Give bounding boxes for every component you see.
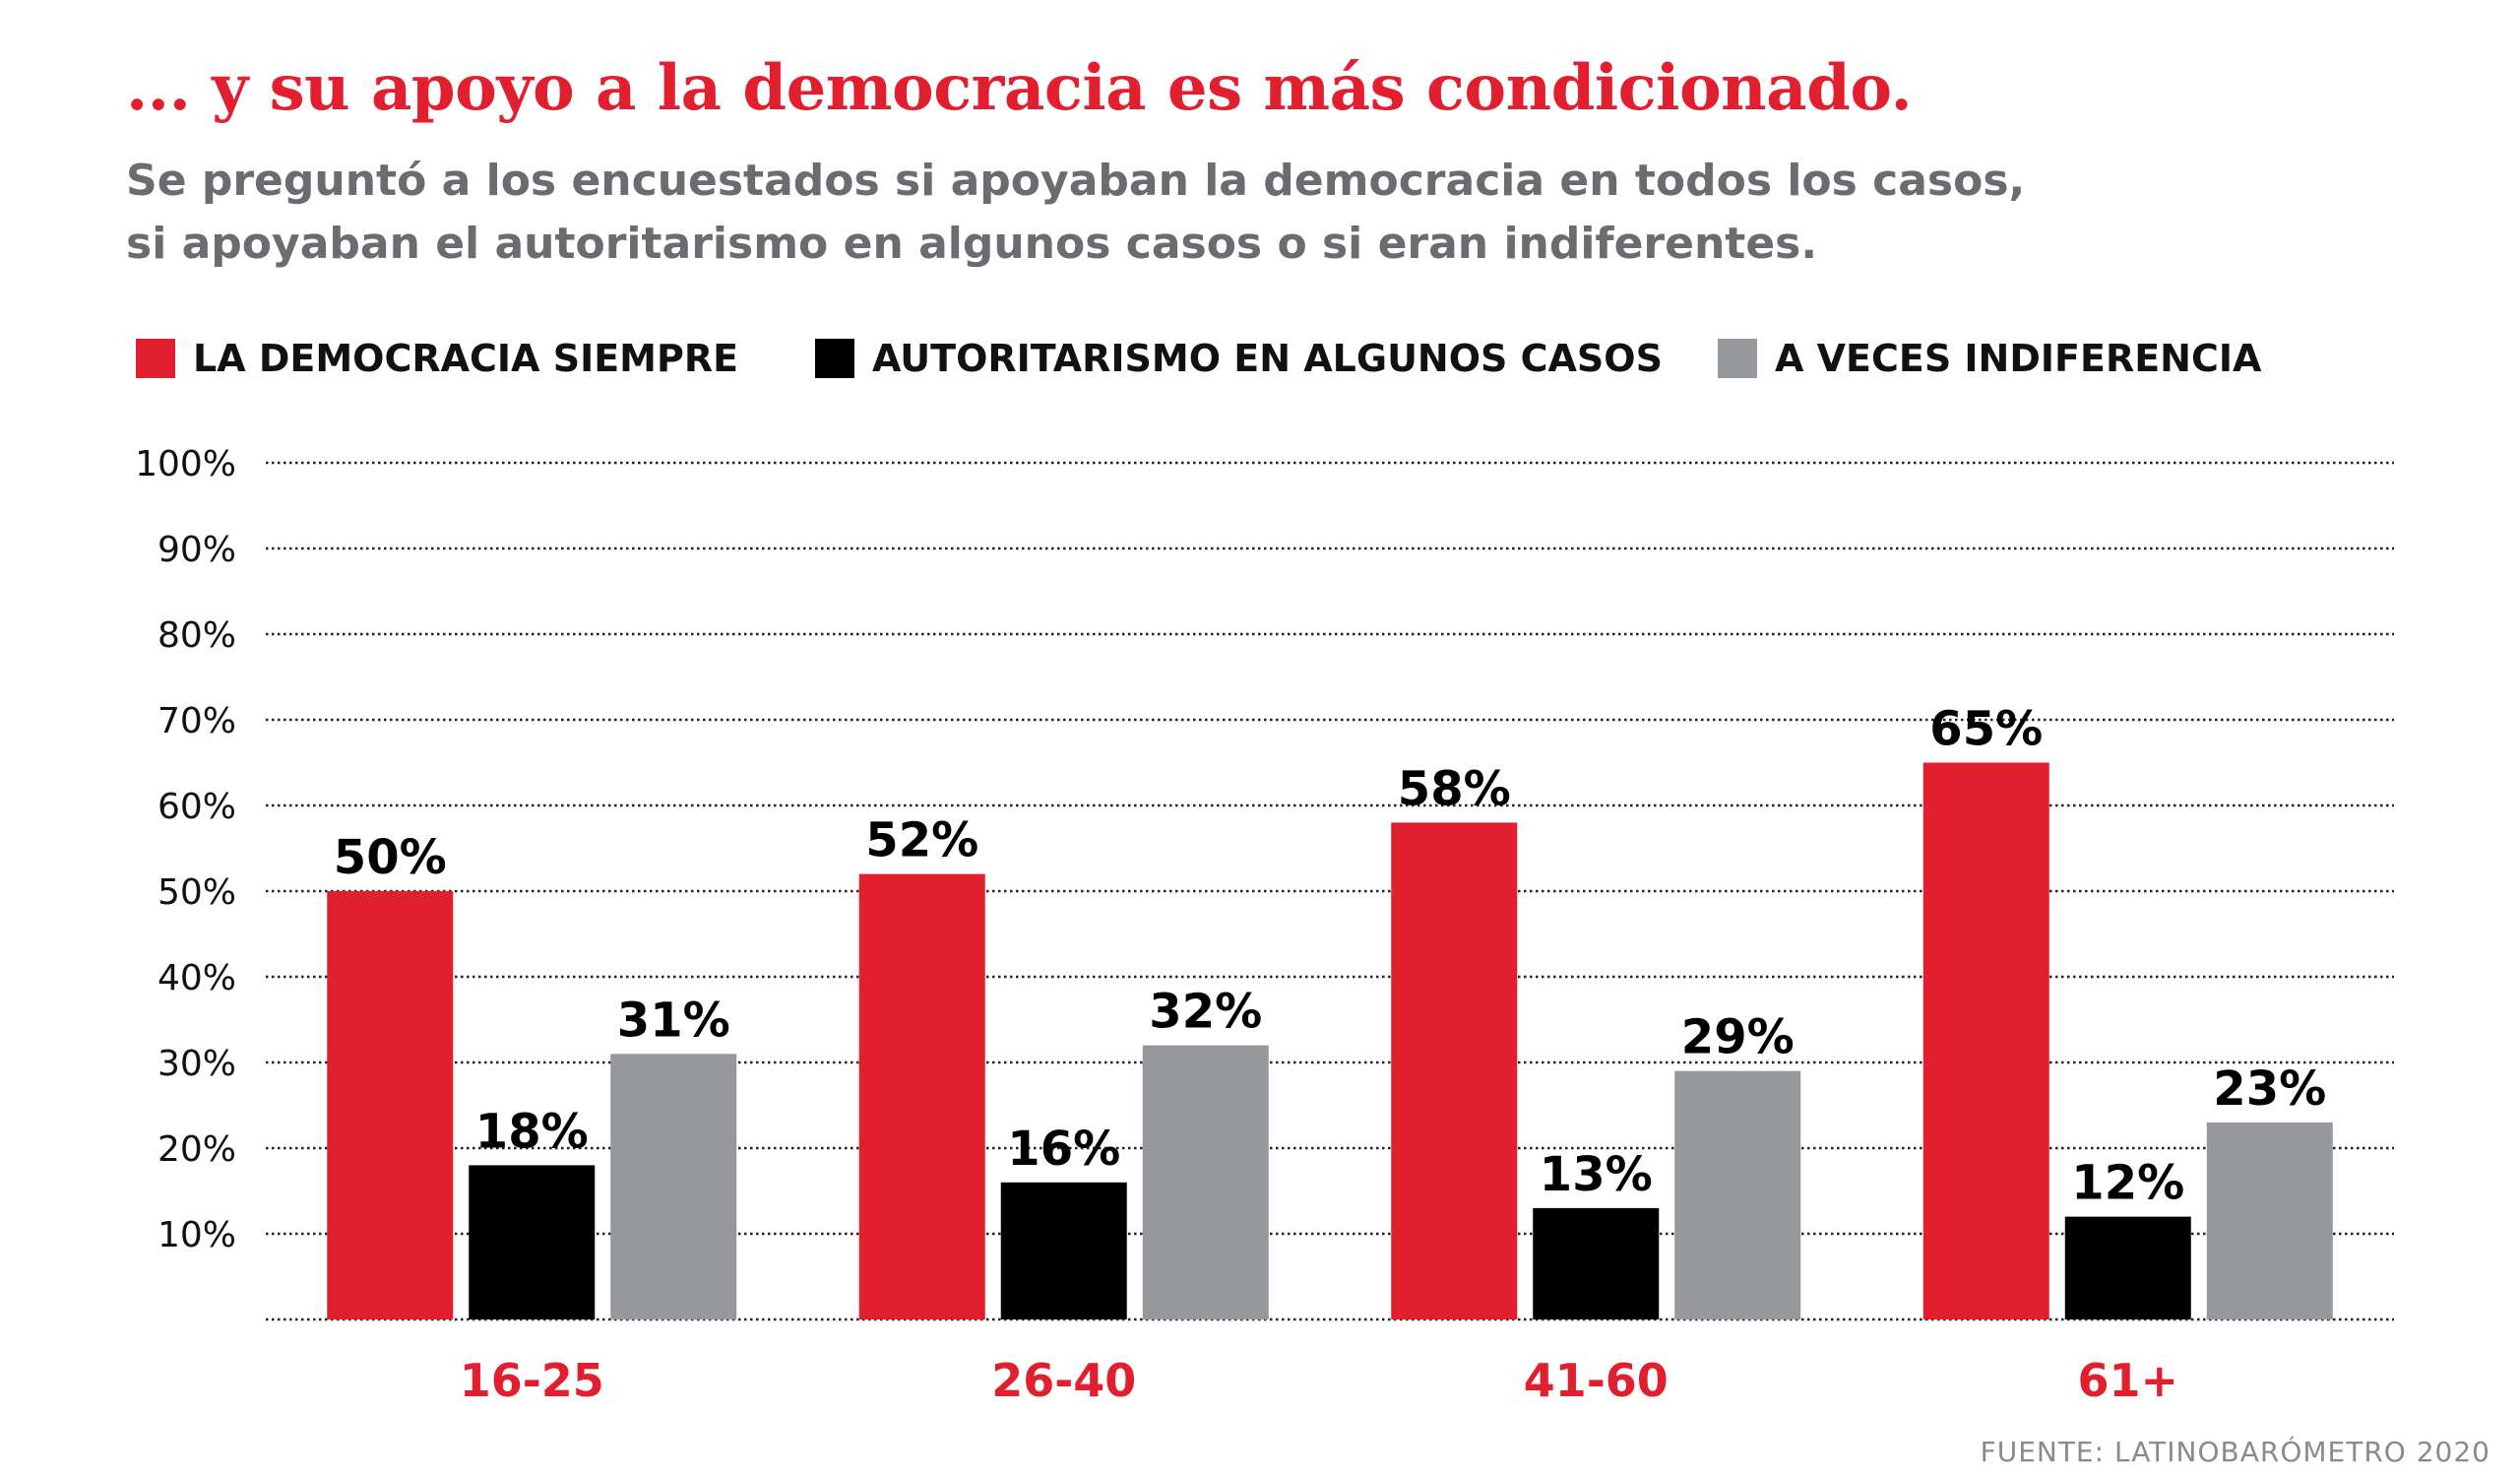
bar-26-40-series-0	[858, 873, 985, 1319]
chart-legend: LA DEMOCRACIA SIEMPRE AUTORITARISMO EN A…	[136, 333, 2261, 384]
bar-61+-series-2	[2206, 1122, 2333, 1319]
legend-label-autoritarismo: AUTORITARISMO EN ALGUNOS CASOS	[872, 337, 1663, 380]
value-label-41-60-series-1: 13%	[1540, 1147, 1653, 1202]
y-tick-label-40: 40%	[158, 958, 236, 998]
bar-41-60-series-2	[1674, 1070, 1801, 1319]
legend-item-indiferencia: A VECES INDIFERENCIA	[1717, 337, 2262, 380]
bar-61+-series-0	[1922, 762, 2049, 1319]
legend-swatch-indiferencia	[1717, 339, 1757, 378]
legend-item-democracia: LA DEMOCRACIA SIEMPRE	[136, 337, 738, 380]
subtitle-line-2: si apoyaban el autoritarismo en algunos …	[126, 219, 1818, 269]
bar-41-60-series-1	[1533, 1207, 1660, 1319]
category-label-26-40: 26-40	[991, 1354, 1136, 1407]
legend-item-autoritarismo: AUTORITARISMO EN ALGUNOS CASOS	[815, 337, 1663, 380]
value-label-26-40-series-0: 52%	[865, 813, 978, 868]
value-label-41-60-series-2: 29%	[1681, 1010, 1795, 1065]
legend-swatch-democracia	[136, 339, 175, 378]
legend-label-democracia: LA DEMOCRACIA SIEMPRE	[193, 337, 739, 380]
y-tick-label-20: 20%	[158, 1129, 236, 1170]
bar-41-60-series-0	[1391, 822, 1518, 1319]
y-tick-label-30: 30%	[158, 1044, 236, 1084]
value-label-16-25-series-1: 18%	[475, 1104, 589, 1159]
y-tick-label-50: 50%	[158, 872, 236, 913]
value-label-61+-series-0: 65%	[1929, 702, 2043, 757]
value-label-16-25-series-2: 31%	[617, 993, 730, 1048]
category-label-41-60: 41-60	[1524, 1354, 1669, 1407]
y-tick-label-80: 80%	[158, 615, 236, 656]
bar-26-40-series-1	[1000, 1182, 1127, 1319]
bar-16-25-series-1	[469, 1165, 596, 1319]
y-tick-label-100: 100%	[135, 444, 236, 484]
bar-26-40-series-2	[1142, 1045, 1269, 1319]
value-label-61+-series-1: 12%	[2071, 1156, 2184, 1211]
source-note: FUENTE: LATINOBARÓMETRO 2020	[1980, 1436, 2490, 1468]
bar-16-25-series-0	[327, 891, 454, 1319]
value-label-26-40-series-2: 32%	[1149, 985, 1262, 1040]
category-label-61+: 61+	[2077, 1354, 2178, 1407]
y-tick-label-10: 10%	[158, 1215, 236, 1255]
bar-61+-series-1	[2064, 1216, 2191, 1319]
value-label-26-40-series-1: 16%	[1007, 1122, 1120, 1177]
chart-title: ... y su apoyo a la democracia es más co…	[126, 51, 1913, 125]
value-label-16-25-series-0: 50%	[334, 830, 447, 885]
value-label-61+-series-2: 23%	[2213, 1061, 2326, 1117]
subtitle-line-1: Se preguntó a los encuestados si apoyaba…	[126, 156, 2026, 206]
legend-swatch-autoritarismo	[815, 339, 855, 378]
y-tick-label-70: 70%	[158, 701, 236, 741]
bar-16-25-series-2	[610, 1054, 737, 1319]
legend-label-indiferencia: A VECES INDIFERENCIA	[1774, 337, 2262, 380]
category-label-16-25: 16-25	[460, 1354, 604, 1407]
y-tick-label-90: 90%	[158, 530, 236, 570]
value-label-41-60-series-0: 58%	[1398, 761, 1511, 816]
chart-subtitle: Se preguntó a los encuestados si apoyaba…	[126, 150, 2292, 276]
y-tick-label-60: 60%	[158, 787, 236, 827]
